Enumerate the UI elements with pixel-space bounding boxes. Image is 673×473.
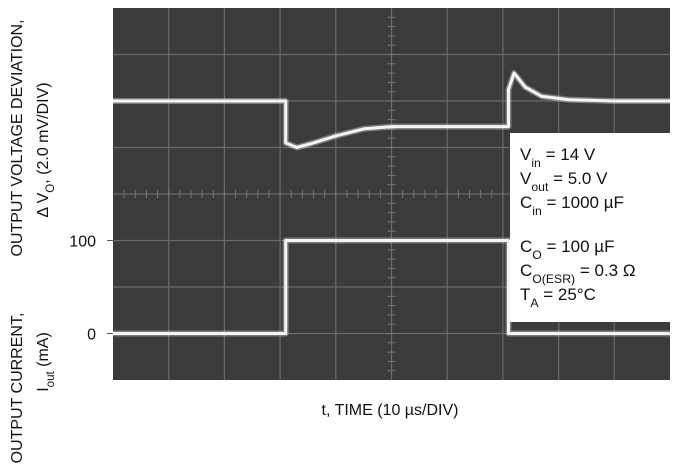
text-part: in — [532, 204, 542, 218]
text-part: C — [520, 193, 532, 212]
text-part: C — [520, 237, 532, 256]
text-part: Δ V — [35, 192, 52, 217]
text-part: (mA) — [35, 332, 52, 371]
text-part: = 100 µF — [542, 237, 615, 256]
text-part: out — [45, 371, 57, 388]
text-part: = 25°C — [539, 285, 596, 304]
text-part: C — [520, 261, 532, 280]
text-part: out — [531, 180, 549, 194]
text-part: , (2.0 mV/DIV) — [35, 82, 52, 183]
text-part: T — [520, 285, 530, 304]
y-tick-label: 100 — [69, 234, 96, 251]
x-axis-label: t, TIME (10 µs/DIV) — [322, 402, 459, 419]
text-part: O — [45, 184, 57, 193]
y-tick-label: 0 — [87, 327, 96, 344]
y-axis-label: OUTPUT CURRENT, — [9, 313, 26, 464]
text-part: = 1000 µF — [542, 193, 624, 212]
text-part: = 0.3 Ω — [575, 261, 635, 280]
text-part: in — [531, 156, 541, 170]
text-part: = 5.0 V — [548, 169, 608, 188]
text-part: V — [520, 145, 532, 164]
y2-axis-label: Δ VO, (2.0 mV/DIV) — [35, 82, 57, 217]
y2-axis-label: OUTPUT VOLTAGE DEVIATION, — [9, 19, 26, 256]
text-part: V — [520, 169, 532, 188]
y-axis-label: Iout (mA) — [35, 332, 57, 392]
text-part: O — [532, 248, 542, 262]
text-part: O(ESR) — [532, 272, 575, 286]
chart: t, TIME (10 µs/DIV) 0 100 Vin = 14 V Vout =… — [0, 0, 673, 473]
text-part: = 14 V — [541, 145, 596, 164]
